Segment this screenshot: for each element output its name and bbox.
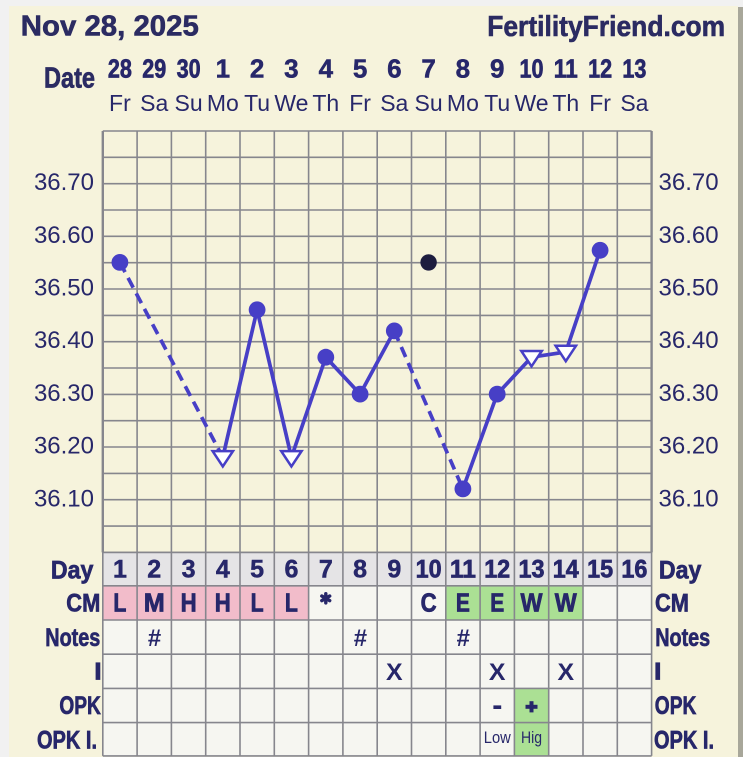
svg-text:OPK I.: OPK I. [654, 727, 714, 755]
svg-text:9: 9 [490, 54, 504, 84]
svg-text:36.60: 36.60 [34, 222, 94, 249]
svg-text:Day: Day [51, 556, 94, 584]
svg-text:13: 13 [519, 556, 545, 584]
svg-text:Hig: Hig [521, 728, 542, 747]
svg-text:7: 7 [421, 54, 435, 84]
svg-text:Su: Su [415, 90, 443, 116]
svg-text:W: W [555, 588, 577, 618]
svg-text:11: 11 [554, 54, 578, 84]
svg-text:Notes: Notes [45, 624, 100, 652]
svg-text:X: X [489, 659, 506, 686]
svg-text:#: # [353, 625, 367, 652]
svg-text:29: 29 [142, 54, 166, 84]
svg-text:1: 1 [113, 556, 127, 584]
svg-text:11: 11 [450, 556, 476, 584]
svg-text:8: 8 [456, 54, 470, 84]
svg-text:H: H [181, 588, 197, 618]
svg-text:W: W [521, 588, 543, 618]
svg-text:L: L [251, 588, 264, 618]
svg-text:Sa: Sa [620, 90, 648, 116]
svg-text:6: 6 [387, 54, 401, 84]
svg-text:Sa: Sa [140, 90, 168, 116]
svg-text:9: 9 [387, 556, 401, 584]
svg-text:13: 13 [622, 54, 646, 84]
svg-text:E: E [456, 588, 470, 618]
svg-text:36.40: 36.40 [34, 327, 94, 354]
svg-text:H: H [215, 588, 231, 618]
svg-text:L: L [113, 588, 126, 618]
svg-text:Low: Low [484, 728, 512, 747]
svg-text:Notes: Notes [655, 624, 710, 652]
svg-text:OPK: OPK [59, 692, 101, 720]
svg-text:7: 7 [319, 556, 333, 584]
svg-text:Fr: Fr [589, 90, 611, 116]
svg-text:36.10: 36.10 [34, 485, 94, 512]
svg-text:X: X [558, 659, 575, 686]
svg-text:M: M [144, 588, 165, 618]
svg-text:3: 3 [182, 556, 196, 584]
svg-text:FertilityFriend.com: FertilityFriend.com [487, 11, 725, 43]
svg-text:Fr: Fr [349, 90, 371, 116]
svg-text:L: L [285, 588, 298, 618]
svg-text:X: X [386, 659, 403, 686]
svg-text:#: # [148, 625, 162, 652]
svg-text:We: We [274, 90, 308, 116]
svg-text:2: 2 [250, 54, 264, 84]
svg-text:30: 30 [177, 54, 201, 84]
svg-text:4: 4 [216, 556, 230, 584]
svg-text:Tu: Tu [244, 90, 270, 116]
svg-text:14: 14 [553, 556, 579, 584]
svg-text:36.30: 36.30 [659, 380, 719, 407]
svg-text:36.20: 36.20 [34, 433, 94, 460]
svg-text:10: 10 [520, 54, 544, 84]
svg-text:28: 28 [108, 54, 132, 84]
svg-text:Nov 28, 2025: Nov 28, 2025 [21, 10, 199, 42]
svg-text:Mo: Mo [447, 90, 479, 116]
svg-text:36.20: 36.20 [659, 433, 719, 460]
svg-text:8: 8 [353, 556, 367, 584]
svg-text:E: E [490, 588, 504, 618]
svg-text:36.30: 36.30 [34, 380, 94, 407]
svg-text:CM: CM [655, 590, 689, 618]
svg-text:Su: Su [175, 90, 203, 116]
svg-text:5: 5 [250, 556, 264, 584]
svg-text:36.70: 36.70 [34, 169, 94, 196]
svg-text:6: 6 [284, 556, 298, 584]
svg-text:15: 15 [587, 556, 613, 584]
svg-text:Mo: Mo [207, 90, 239, 116]
svg-text:36.40: 36.40 [659, 327, 719, 354]
svg-text:OPK I.: OPK I. [37, 727, 97, 755]
svg-text:1: 1 [216, 54, 230, 84]
svg-text:Tu: Tu [484, 90, 510, 116]
svg-text:12: 12 [484, 556, 510, 584]
svg-text:Th: Th [552, 90, 579, 116]
svg-text:36.60: 36.60 [659, 222, 719, 249]
svg-text:10: 10 [416, 556, 442, 584]
svg-text:4: 4 [319, 54, 334, 84]
svg-text:36.50: 36.50 [659, 275, 719, 302]
svg-text:Fr: Fr [109, 90, 131, 116]
svg-text:CM: CM [66, 590, 100, 618]
svg-text:3: 3 [284, 54, 298, 84]
svg-text:#: # [456, 625, 470, 652]
svg-text:36.10: 36.10 [659, 485, 719, 512]
svg-text:Date: Date [44, 63, 95, 95]
svg-text:2: 2 [147, 556, 161, 584]
svg-text:36.50: 36.50 [34, 275, 94, 302]
svg-text:36.70: 36.70 [659, 169, 719, 196]
svg-text:OPK: OPK [655, 692, 697, 720]
svg-text:Sa: Sa [380, 90, 408, 116]
svg-text:C: C [421, 588, 437, 618]
svg-text:Day: Day [659, 556, 702, 584]
svg-text:We: We [514, 90, 548, 116]
svg-text:Th: Th [312, 90, 339, 116]
svg-text:16: 16 [621, 556, 647, 584]
svg-text:5: 5 [353, 54, 367, 84]
svg-text:12: 12 [588, 54, 612, 84]
